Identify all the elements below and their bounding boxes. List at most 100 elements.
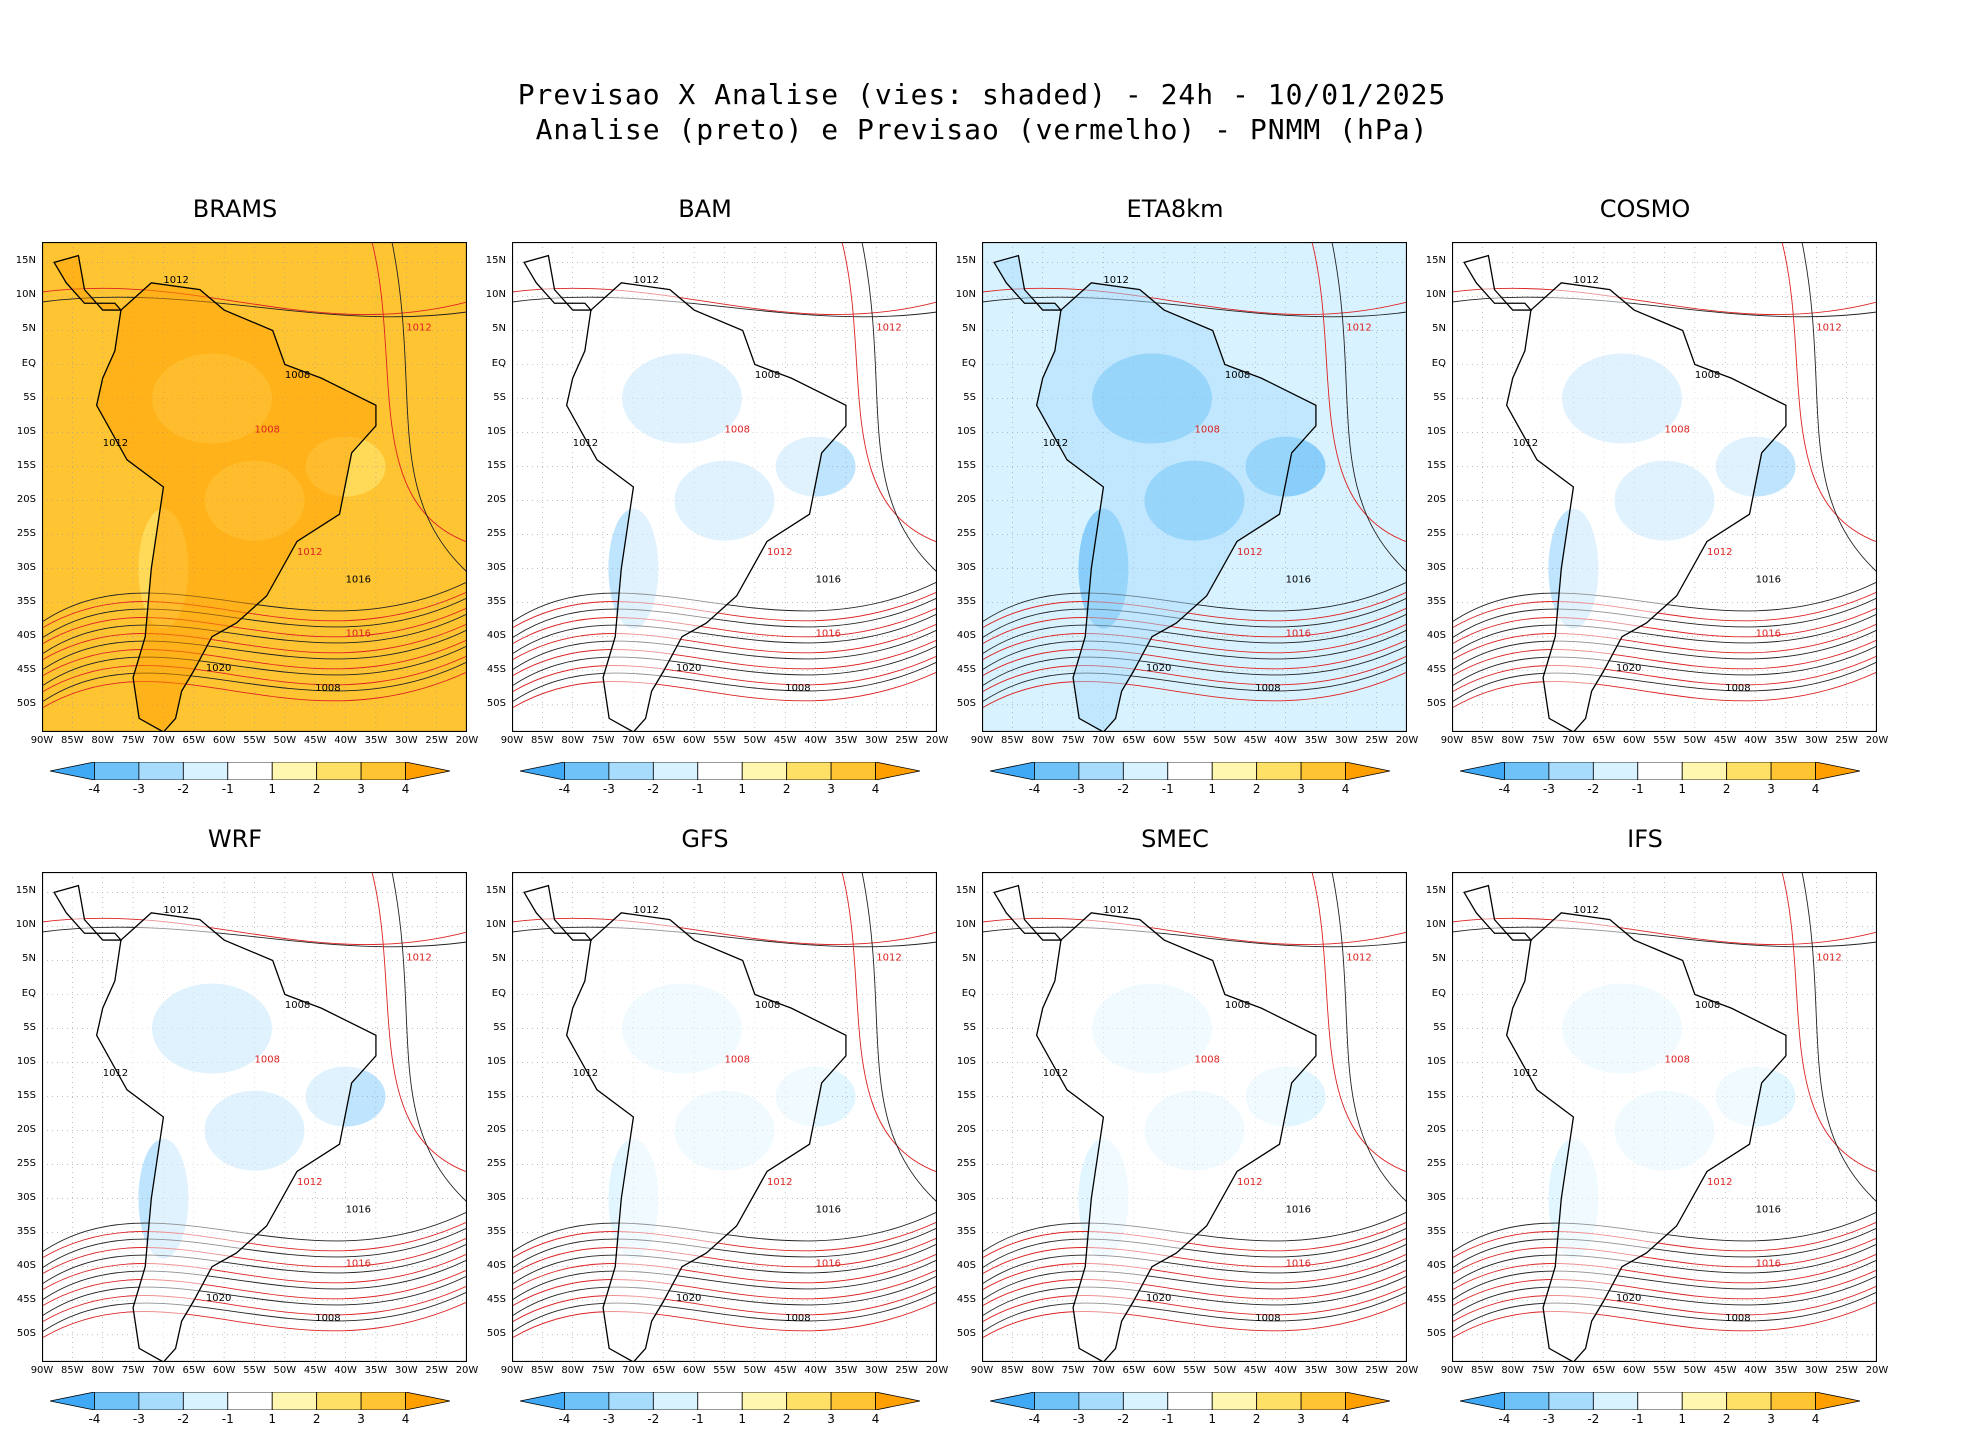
lon-label: 60W (1152, 1365, 1176, 1376)
lon-label: 80W (1031, 735, 1055, 746)
lat-label: 10S (956, 425, 976, 437)
colorbar-swatch (1167, 1392, 1213, 1410)
colorbar-swatch (1504, 1392, 1550, 1410)
colorbar-swatch (360, 762, 406, 780)
lat-label: 10S (1426, 1055, 1446, 1067)
contour-label: 1008 (285, 370, 310, 381)
contour-label: 1016 (816, 629, 841, 640)
lon-label: 40W (1744, 1365, 1767, 1376)
contour-label: 1020 (206, 663, 231, 674)
lat-label: 10N (485, 919, 506, 931)
colorbar-label: -1 (221, 1412, 234, 1426)
colorbar-swatch (182, 762, 229, 780)
lat-label: 35S (16, 1225, 36, 1237)
contour-label: 1008 (1225, 1000, 1250, 1011)
colorbar-label: -2 (1587, 782, 1600, 796)
colorbar-label: -2 (1587, 1412, 1600, 1426)
colorbar-label: -3 (1072, 1412, 1085, 1426)
lat-label: 5N (962, 953, 976, 965)
lon-label: 85W (1471, 735, 1494, 746)
colorbar-label: -4 (88, 782, 101, 796)
colorbar-swatch (227, 1392, 273, 1410)
lon-label: 50W (1683, 735, 1707, 746)
lat-label: 35S (1426, 595, 1446, 607)
lon-label: 45W (773, 735, 797, 746)
contour-label: 1020 (1616, 1293, 1641, 1304)
lon-label: 75W (591, 735, 615, 746)
colorbar-label: 1 (738, 782, 747, 796)
colorbar (50, 1392, 450, 1410)
lon-label: 70W (622, 1365, 645, 1376)
lon-label: 55W (243, 735, 266, 746)
panel-cosmo: COSMO 1012 1008 1012 1016 1020 1008 1008 1012 101… (1410, 180, 1889, 800)
contour-label: 1016 (346, 574, 371, 585)
contour-label: 1008 (785, 683, 810, 694)
lat-label: 40S (486, 1259, 506, 1271)
colorbar-swatch (1211, 1392, 1258, 1410)
colorbar-label: 4 (871, 1412, 880, 1426)
colorbar-label: -2 (177, 1412, 190, 1426)
lat-label: 5S (963, 391, 976, 403)
panel-eta8km: ETA8km 1012 1008 1012 1016 1020 1008 1008 1012 10… (940, 180, 1419, 800)
contour-label: 1020 (676, 663, 701, 674)
colorbar-label: -4 (88, 1412, 101, 1426)
colorbar-swatch (1815, 1392, 1860, 1410)
lat-label: 15S (956, 1089, 976, 1101)
lon-label: 30W (1334, 1365, 1358, 1376)
lon-label: 55W (713, 735, 736, 746)
lat-label: 10N (955, 289, 976, 301)
lon-label: 20W (925, 1365, 949, 1376)
colorbar-label: 3 (357, 782, 365, 796)
contour-label: 1008 (1695, 1000, 1720, 1011)
colorbar-swatch (1211, 762, 1258, 780)
colorbar-label: 4 (1341, 1412, 1350, 1426)
lon-label: 60W (682, 1365, 706, 1376)
lon-label: 30W (864, 735, 888, 746)
lon-label: 20W (455, 735, 479, 746)
colorbar-swatch (138, 762, 184, 780)
colorbar-label: 3 (1767, 1412, 1775, 1426)
lon-label: 50W (1683, 1365, 1707, 1376)
colorbar-swatch (741, 762, 788, 780)
colorbar-label: 1 (1208, 782, 1217, 796)
colorbar-label: -2 (177, 782, 190, 796)
colorbar-swatch (94, 762, 140, 780)
lat-label: 15N (955, 885, 976, 897)
contour-label: 1008 (285, 1000, 310, 1011)
contour-label: 1016 (1756, 1204, 1781, 1215)
colorbar-swatch (316, 762, 362, 780)
colorbar-swatch (1726, 1392, 1772, 1410)
lon-label: 50W (1213, 735, 1237, 746)
lon-label: 75W (1061, 735, 1085, 746)
contour-label: 1012 (1237, 547, 1262, 558)
colorbar-swatch (1034, 762, 1080, 780)
lat-label: 45S (1426, 1293, 1446, 1305)
panel-title: IFS (1627, 825, 1663, 853)
lat-label: 10S (956, 1055, 976, 1067)
lat-label: 50S (1426, 1327, 1446, 1339)
contour-label: 1020 (206, 1293, 231, 1304)
lon-label: 65W (182, 1365, 206, 1376)
lon-label: 85W (61, 735, 84, 746)
colorbar-label: -4 (1498, 1412, 1511, 1426)
lat-label: 50S (486, 1327, 506, 1339)
lon-label: 75W (121, 735, 145, 746)
lon-label: 30W (1334, 735, 1358, 746)
lon-label: 20W (925, 735, 949, 746)
lon-label: 85W (531, 735, 554, 746)
lon-label: 85W (1471, 1365, 1494, 1376)
panel-title: COSMO (1599, 195, 1691, 223)
lat-label: 40S (1426, 629, 1446, 641)
panel-title: BRAMS (192, 195, 278, 223)
lat-label: 50S (1426, 697, 1446, 709)
lon-label: 90W (500, 735, 524, 746)
lon-label: 45W (1243, 1365, 1267, 1376)
contour-label: 1008 (315, 683, 340, 694)
lon-label: 45W (1713, 1365, 1737, 1376)
lat-label: 5S (963, 1021, 976, 1033)
lon-label: 90W (970, 735, 994, 746)
map-plot: 1012 1008 1012 1016 1020 1008 1008 1012 1016 1012 (1452, 872, 1877, 1362)
lon-label: 30W (1804, 1365, 1828, 1376)
colorbar-label: -4 (1028, 1412, 1041, 1426)
colorbar-swatch (786, 1392, 832, 1410)
